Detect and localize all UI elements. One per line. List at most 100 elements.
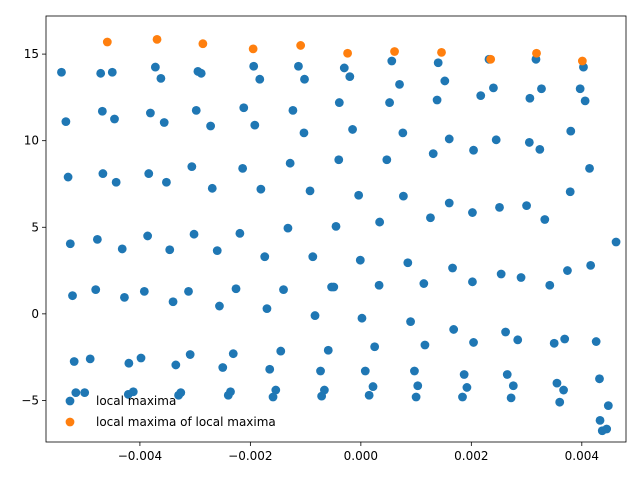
local-maxima-point bbox=[146, 108, 155, 118]
x-tick-label: 0.002 bbox=[454, 449, 488, 463]
local-maxima-point bbox=[260, 252, 270, 262]
plot-frame bbox=[45, 15, 627, 443]
local-maxima-point bbox=[61, 117, 71, 127]
local-maxima-point bbox=[597, 426, 607, 436]
legend-label: local maxima of local maxima bbox=[96, 415, 276, 429]
local-maxima-point bbox=[428, 149, 438, 159]
local-maxima-point bbox=[191, 105, 201, 115]
local-maxima-point bbox=[310, 311, 320, 320]
local-maxima-point bbox=[398, 191, 408, 201]
local-maxima-point bbox=[566, 126, 576, 136]
local-maxima-point bbox=[63, 172, 73, 182]
local-maxima-point bbox=[184, 286, 193, 296]
local-maxima-point bbox=[552, 378, 562, 388]
local-maxima-point bbox=[143, 231, 153, 241]
local-maxima-point bbox=[595, 374, 604, 384]
local-maxima-point bbox=[327, 282, 336, 292]
local-maxima-point bbox=[403, 258, 413, 268]
local-maxima-point bbox=[299, 128, 309, 138]
local-maxima-point bbox=[276, 346, 286, 356]
local-maxima-point bbox=[580, 96, 590, 106]
local-maxima-point bbox=[575, 84, 585, 94]
local-maxima-point bbox=[334, 98, 344, 107]
local-maxima-point bbox=[382, 155, 392, 165]
local-maxima-point bbox=[411, 392, 421, 402]
local-maxima-point bbox=[489, 83, 498, 93]
local-maxima-point bbox=[80, 388, 90, 398]
local-maxima-of-maxima-point bbox=[152, 34, 162, 44]
local-maxima-point bbox=[444, 198, 454, 208]
local-maxima-point bbox=[559, 385, 568, 395]
local-maxima-point bbox=[395, 80, 404, 89]
local-maxima-point bbox=[185, 350, 195, 359]
x-tick-label: 0.000 bbox=[344, 449, 378, 463]
local-maxima-point bbox=[585, 163, 594, 173]
local-maxima-point bbox=[506, 393, 516, 403]
local-maxima-point bbox=[459, 370, 469, 379]
local-maxima-point bbox=[212, 246, 222, 256]
local-maxima-point bbox=[124, 358, 134, 368]
local-maxima-point bbox=[419, 279, 429, 288]
local-maxima-point bbox=[279, 285, 288, 295]
local-maxima-point bbox=[603, 401, 613, 411]
local-maxima-point bbox=[136, 353, 146, 363]
local-maxima-point bbox=[268, 392, 278, 402]
local-maxima-point bbox=[525, 93, 535, 103]
local-maxima-point bbox=[354, 190, 364, 200]
local-maxima-point bbox=[476, 91, 486, 101]
local-maxima-point bbox=[139, 286, 149, 296]
local-maxima-point bbox=[189, 229, 199, 239]
local-maxima-point bbox=[496, 269, 506, 279]
local-maxima-point bbox=[334, 155, 344, 165]
local-maxima-point bbox=[215, 301, 224, 311]
local-maxima-point bbox=[364, 390, 374, 400]
local-maxima-point bbox=[239, 103, 249, 113]
local-maxima-point bbox=[294, 61, 303, 71]
local-maxima-of-maxima-point bbox=[198, 39, 208, 49]
local-maxima-point bbox=[91, 285, 101, 295]
local-maxima-point bbox=[385, 98, 394, 107]
local-maxima-point bbox=[387, 56, 397, 66]
local-maxima-point bbox=[265, 364, 275, 374]
local-maxima-point bbox=[449, 325, 459, 334]
local-maxima-point bbox=[444, 134, 454, 144]
local-maxima-point bbox=[355, 255, 365, 265]
local-maxima-point bbox=[255, 74, 265, 84]
local-maxima-point bbox=[271, 385, 281, 395]
local-maxima-point bbox=[165, 245, 175, 255]
local-maxima-point bbox=[69, 357, 79, 366]
local-maxima-point bbox=[560, 334, 570, 344]
local-maxima-point bbox=[370, 342, 380, 352]
local-maxima-point bbox=[117, 244, 127, 254]
local-maxima-point bbox=[92, 234, 102, 244]
local-maxima-point bbox=[256, 184, 266, 194]
local-maxima-point bbox=[491, 135, 501, 145]
local-maxima-point bbox=[331, 222, 341, 231]
local-maxima-point bbox=[495, 202, 504, 212]
local-maxima-point bbox=[339, 63, 349, 73]
local-maxima-point bbox=[357, 313, 367, 323]
local-maxima-point bbox=[413, 381, 423, 391]
local-maxima-point bbox=[68, 291, 77, 301]
local-maxima-point bbox=[144, 169, 154, 178]
local-maxima-point bbox=[540, 215, 550, 224]
local-maxima-point bbox=[469, 145, 478, 155]
local-maxima-point bbox=[462, 383, 472, 392]
local-maxima-point bbox=[348, 125, 357, 134]
local-maxima-point bbox=[426, 213, 435, 223]
local-maxima-point bbox=[448, 263, 457, 273]
plot-area-frame bbox=[45, 15, 627, 443]
local-maxima-point bbox=[98, 169, 108, 178]
local-maxima-point bbox=[283, 223, 293, 233]
local-maxima-point bbox=[374, 280, 384, 290]
local-maxima-point bbox=[85, 354, 95, 364]
local-maxima-point bbox=[360, 366, 370, 376]
local-maxima-point bbox=[120, 293, 129, 302]
local-maxima-point bbox=[207, 183, 217, 193]
local-maxima-point bbox=[159, 118, 169, 127]
local-maxima-point bbox=[516, 273, 526, 282]
legend-marker bbox=[65, 417, 75, 427]
local-maxima-of-maxima-point bbox=[390, 47, 399, 56]
x-axis-ticks: −0.004 −0.002 0.000 0.002 0.004 bbox=[118, 442, 599, 463]
x-tick-label: −0.004 bbox=[118, 449, 162, 463]
